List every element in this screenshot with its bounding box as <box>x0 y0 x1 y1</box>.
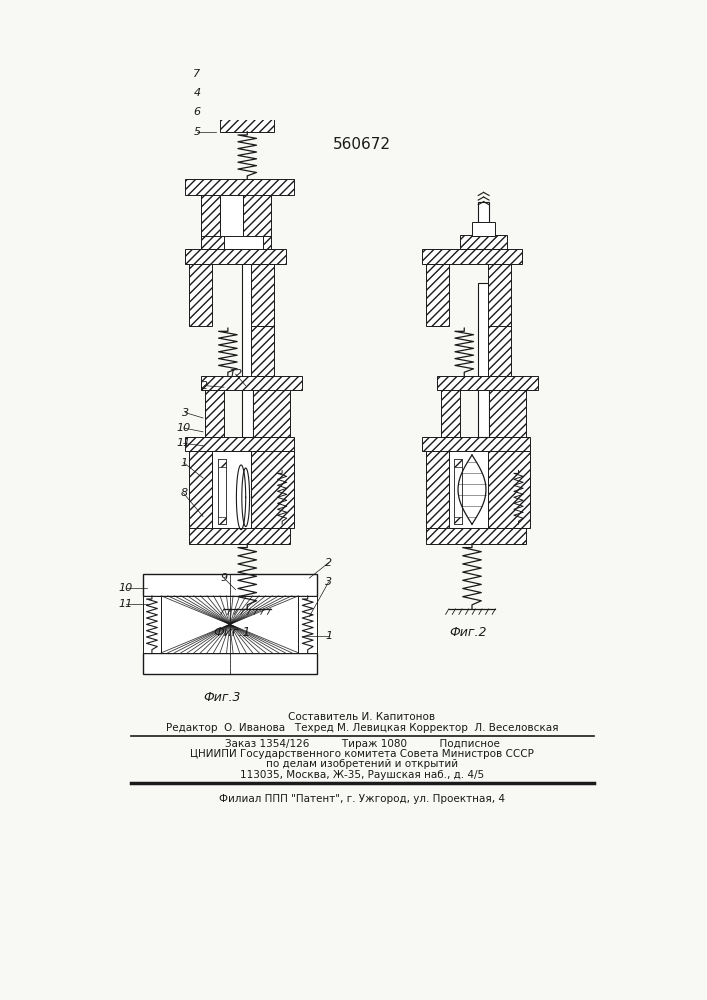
Text: 2: 2 <box>201 381 208 391</box>
Bar <box>185 179 293 195</box>
Bar <box>201 193 220 235</box>
Bar <box>201 233 271 249</box>
Bar <box>252 387 290 437</box>
Text: 5: 5 <box>193 127 201 137</box>
Bar <box>478 283 489 437</box>
Bar <box>185 437 293 451</box>
Text: 1: 1 <box>180 458 187 468</box>
Bar <box>251 326 274 376</box>
Bar <box>228 68 274 82</box>
Text: Редактор  О. Иванова   Техред М. Левицкая Корректор  Л. Веселовская: Редактор О. Иванова Техред М. Левицкая К… <box>165 723 559 733</box>
Bar <box>242 241 252 437</box>
Text: Фиг.2: Фиг.2 <box>450 626 487 639</box>
Bar <box>161 596 298 653</box>
Text: 2: 2 <box>325 558 332 568</box>
Bar <box>426 528 526 544</box>
Bar <box>143 596 161 653</box>
Text: Заказ 1354/126          Тираж 1080          Подписное: Заказ 1354/126 Тираж 1080 Подписное <box>225 739 499 749</box>
Bar <box>204 387 224 437</box>
Bar <box>220 118 274 132</box>
Bar <box>488 326 510 376</box>
Text: 8: 8 <box>180 488 187 498</box>
Text: Фиг.3: Фиг.3 <box>204 691 241 704</box>
Bar <box>251 451 293 528</box>
Text: ЦНИИПИ Государственного комитета Совета Министров СССР: ЦНИИПИ Государственного комитета Совета … <box>190 749 534 759</box>
Bar <box>242 74 252 105</box>
Bar <box>421 249 522 264</box>
Bar <box>185 249 286 264</box>
Text: 12: 12 <box>228 369 243 379</box>
Text: 3: 3 <box>182 408 189 418</box>
Bar <box>460 235 507 249</box>
Text: 4: 4 <box>193 88 201 98</box>
Bar <box>441 387 460 437</box>
Bar <box>449 451 488 528</box>
Bar <box>421 437 530 451</box>
Bar <box>220 193 243 235</box>
Bar <box>243 193 271 235</box>
Bar <box>212 451 251 528</box>
Bar <box>189 451 212 528</box>
Bar <box>228 95 267 118</box>
Bar <box>143 574 317 596</box>
Text: 11: 11 <box>119 599 133 609</box>
Text: 6: 6 <box>193 107 201 117</box>
Bar <box>224 233 263 249</box>
Bar <box>489 387 526 437</box>
Bar <box>472 222 495 235</box>
Bar <box>218 459 226 466</box>
Bar <box>255 95 274 118</box>
Bar <box>189 264 212 326</box>
Bar <box>143 653 317 674</box>
Bar <box>426 451 449 528</box>
Text: 11: 11 <box>177 438 191 448</box>
Bar <box>454 517 462 524</box>
Text: 10: 10 <box>177 423 191 433</box>
Bar <box>189 528 290 544</box>
Text: 10: 10 <box>119 583 133 593</box>
Text: Фиг.1: Фиг.1 <box>213 626 250 639</box>
Text: 3: 3 <box>325 577 332 587</box>
Bar <box>251 264 274 326</box>
Bar <box>478 202 489 249</box>
Text: Составитель И. Капитонов: Составитель И. Капитонов <box>288 712 436 722</box>
Bar <box>454 459 462 524</box>
Text: 7: 7 <box>193 69 201 79</box>
Text: 113035, Москва, Ж-35, Раушская наб., д. 4/5: 113035, Москва, Ж-35, Раушская наб., д. … <box>240 770 484 780</box>
Bar <box>488 264 510 326</box>
Bar <box>298 596 317 653</box>
Bar <box>218 517 226 524</box>
Text: 560672: 560672 <box>333 137 391 152</box>
Bar <box>426 264 449 326</box>
Text: 1: 1 <box>325 631 332 641</box>
Bar <box>201 376 301 389</box>
Bar <box>218 459 226 524</box>
Text: 9: 9 <box>221 573 228 583</box>
Bar <box>488 451 530 528</box>
Bar <box>454 459 462 466</box>
Text: Филиал ППП "Патент", г. Ужгород, ул. Проектная, 4: Филиал ППП "Патент", г. Ужгород, ул. Про… <box>219 794 505 804</box>
Bar <box>437 376 538 389</box>
Text: по делам изобретений и открытий: по делам изобретений и открытий <box>266 759 458 769</box>
